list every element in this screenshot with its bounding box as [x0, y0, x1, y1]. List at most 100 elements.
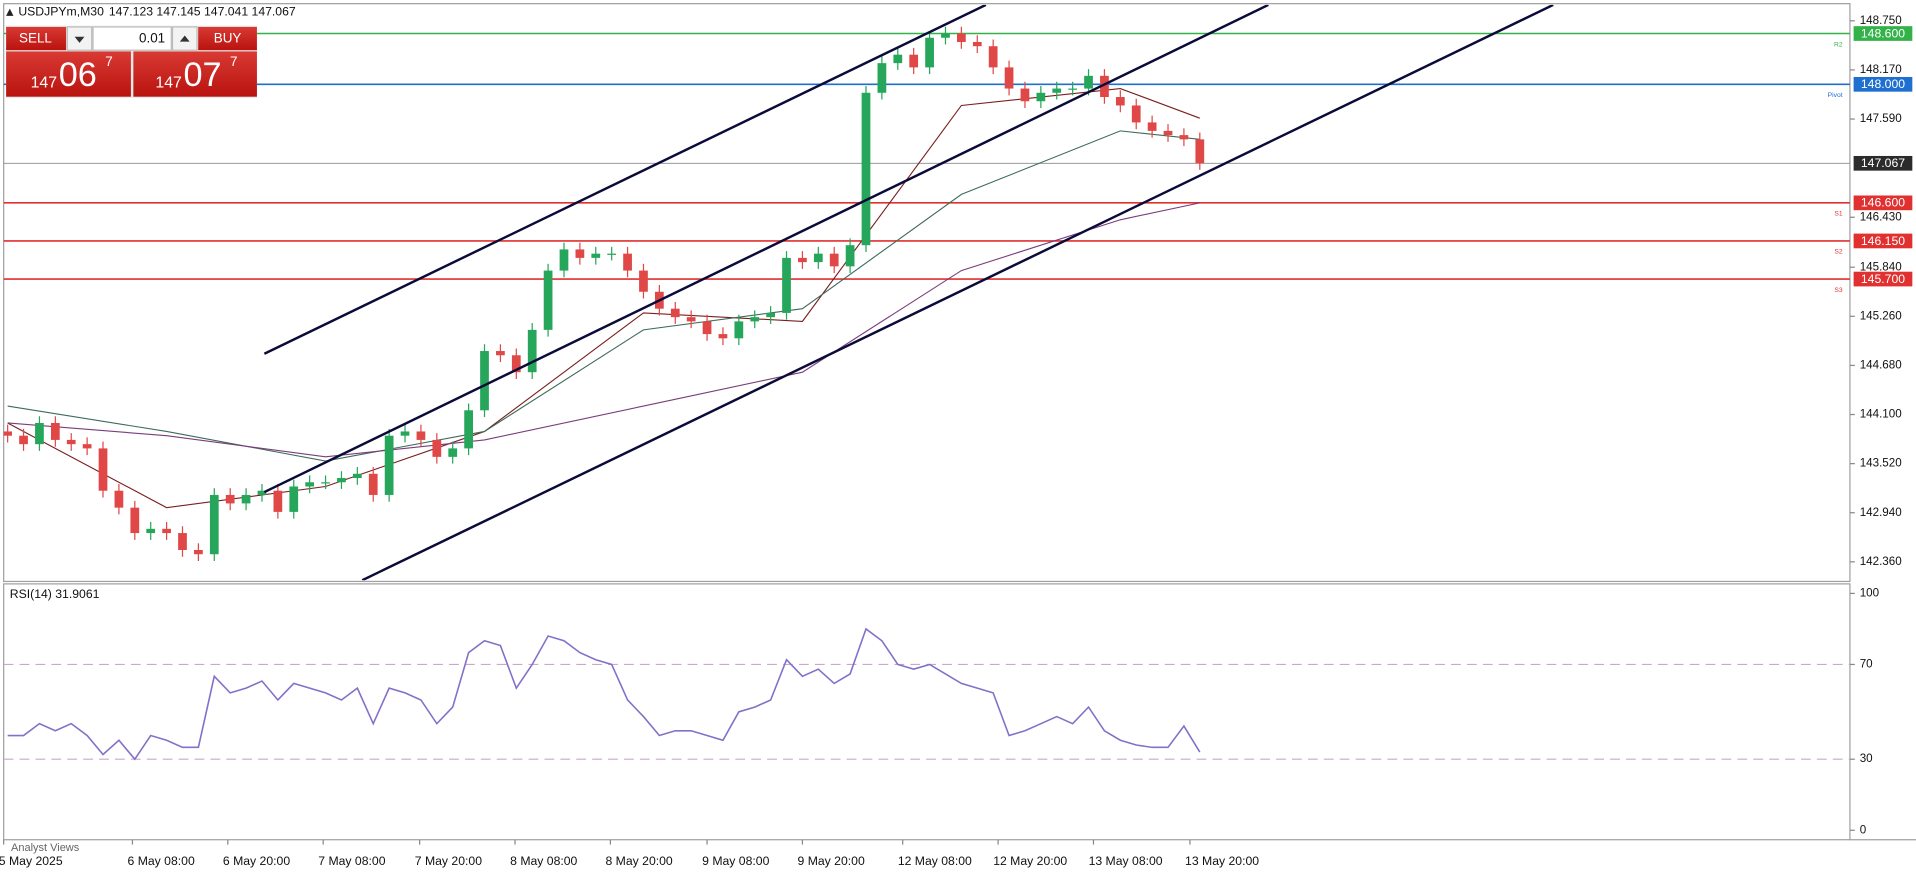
bid-big: 147 [31, 74, 58, 91]
candle-body [496, 351, 505, 356]
ask-main: 07 [184, 56, 222, 94]
moving-average [7, 202, 1200, 458]
candle-body [686, 317, 696, 322]
main-panel [3, 3, 1851, 583]
candle-body [829, 253, 839, 267]
y-tick-label: 144.680 [1860, 358, 1902, 371]
current-price-label: 147.067 [1861, 156, 1905, 170]
candle-body [1115, 97, 1125, 106]
level-price-label: 146.600 [1861, 196, 1905, 210]
candle-body [1131, 105, 1141, 123]
bid-sup: 7 [105, 54, 112, 69]
level-name: S1 [1834, 211, 1842, 218]
y-tick-label: 148.170 [1860, 63, 1902, 76]
candle-body [988, 46, 998, 68]
candle-body [877, 63, 887, 93]
lot-input[interactable] [92, 26, 172, 51]
x-tick-label: 13 May 20:00 [1185, 854, 1259, 868]
candle-body [1179, 135, 1189, 140]
candle-body [766, 312, 775, 318]
candle-body [798, 257, 807, 263]
candle-body [607, 253, 617, 255]
x-tick-label: 5 May 2025 [0, 854, 63, 868]
trend-channel-line [361, 4, 1554, 581]
candle-body [448, 448, 458, 457]
sell-button[interactable] [6, 26, 67, 51]
ask-sup: 7 [230, 54, 237, 69]
y-tick-label: 143.520 [1860, 457, 1902, 470]
ask-box[interactable] [133, 51, 257, 97]
candle-body [130, 507, 140, 534]
candle-body [178, 533, 187, 550]
candle-body [1195, 139, 1205, 164]
x-tick-label: 12 May 08:00 [898, 854, 972, 868]
candle-body [957, 33, 966, 42]
candle-body [225, 494, 235, 504]
candle-body [734, 321, 744, 339]
y-tick-label: 145.260 [1860, 309, 1902, 322]
y-tick-label: 145.840 [1860, 260, 1902, 273]
candle-body [66, 439, 76, 445]
collapse-icon[interactable] [6, 8, 14, 16]
level-name: Pivot [1828, 92, 1843, 99]
candle-body [813, 253, 823, 263]
sell-label: SELL [19, 31, 52, 46]
candle-body [146, 528, 156, 534]
x-tick-label: 7 May 20:00 [415, 854, 482, 868]
y-tick-label: 147.590 [1860, 112, 1902, 125]
candle-body [209, 494, 219, 555]
candle-body [241, 494, 251, 504]
buy-button[interactable] [198, 26, 257, 51]
candle-body [3, 431, 13, 436]
candle-body [289, 486, 299, 512]
rsi-plot [3, 627, 1850, 761]
candle-body [50, 422, 60, 440]
candle-body [1052, 88, 1062, 93]
candle-body [909, 54, 919, 68]
y-tick-label: 70 [1860, 658, 1873, 671]
candle-body [1163, 130, 1173, 136]
x-tick-label: 12 May 20:00 [993, 854, 1067, 868]
level-name: S2 [1834, 249, 1842, 256]
candle-body [114, 490, 124, 508]
candle-body [464, 410, 473, 449]
candle-body [273, 490, 283, 512]
candle-body [591, 253, 601, 258]
buy-label: BUY [214, 31, 242, 46]
candle-body [1084, 75, 1093, 89]
x-tick-label: 9 May 20:00 [798, 854, 865, 868]
candle-body [845, 245, 855, 267]
y-tick-label: 0 [1860, 823, 1866, 836]
up-arrow [179, 35, 190, 42]
x-tick-label: 8 May 08:00 [510, 854, 577, 868]
level-price-box [1853, 195, 1913, 211]
candle-body [400, 431, 410, 436]
candle-body [925, 37, 934, 68]
candle-body [1100, 75, 1109, 98]
y-tick-label: 100 [1860, 586, 1879, 599]
level-price-label: 148.000 [1861, 77, 1905, 91]
candle-body [1004, 67, 1014, 89]
x-tick-label: 6 May 08:00 [128, 854, 195, 868]
bid-box[interactable] [6, 51, 131, 97]
x-tick-label: 7 May 08:00 [318, 854, 385, 868]
candle-body [972, 41, 982, 47]
candle-body [257, 490, 267, 495]
candle-body [384, 435, 394, 495]
footer-tab[interactable]: Analyst Views [11, 842, 80, 854]
candle-body [321, 482, 330, 484]
y-tick-label: 30 [1860, 752, 1873, 765]
lot-value: 0.01 [139, 31, 165, 46]
candle-body [19, 435, 28, 445]
candle-body [782, 257, 791, 313]
candle-body [893, 54, 903, 64]
candle-body [511, 355, 521, 373]
current-price-box [1853, 155, 1913, 171]
rsi-title: RSI(14) 31.9061 [10, 587, 100, 601]
candle-body [750, 317, 760, 322]
candle-body [35, 422, 44, 445]
x-tick-label: 13 May 08:00 [1089, 854, 1163, 868]
candle-body [575, 249, 585, 258]
candle-body [861, 92, 871, 246]
